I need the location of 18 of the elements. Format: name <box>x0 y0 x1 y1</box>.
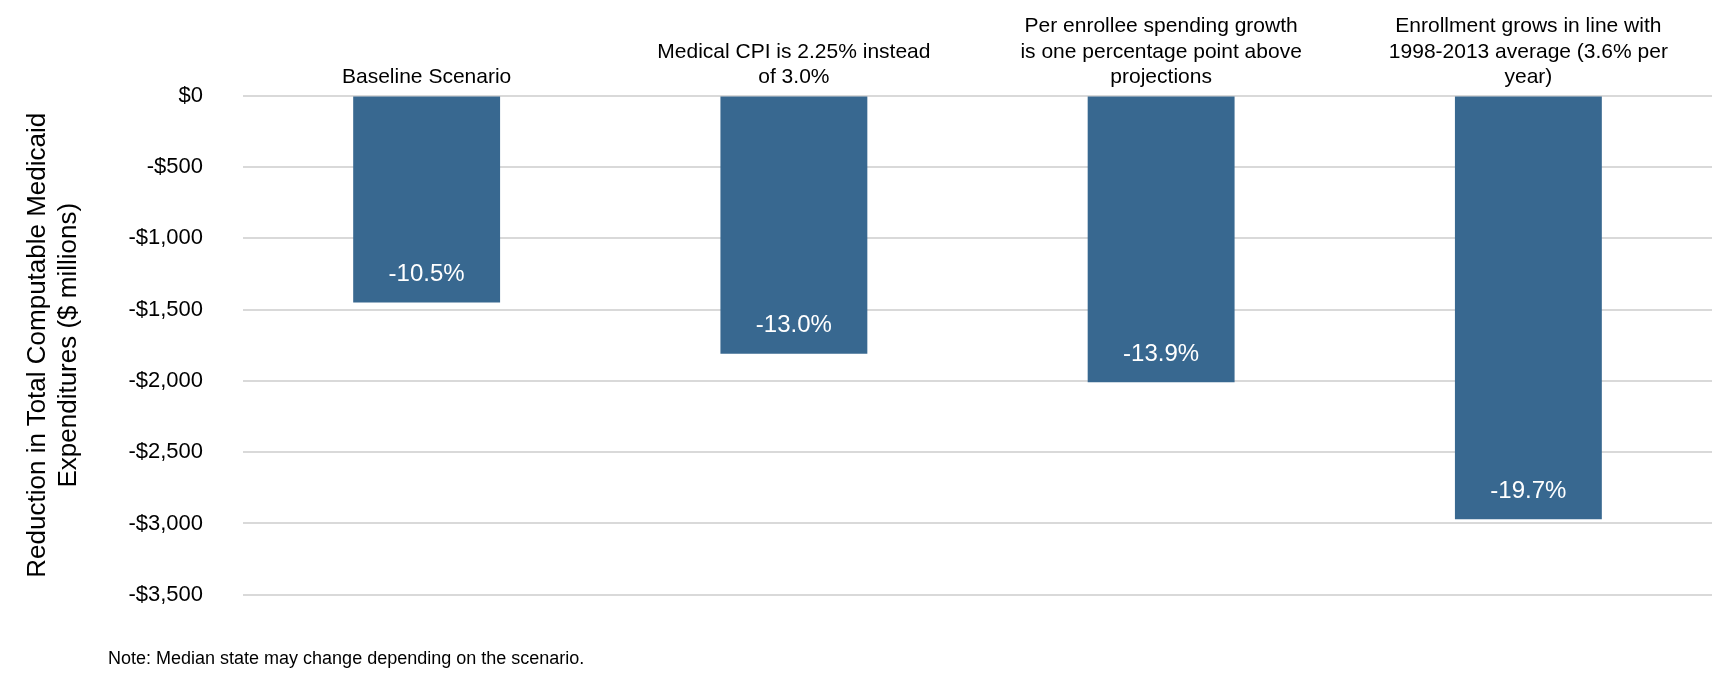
y-tick-label: $0 <box>178 81 204 107</box>
y-tick-label: -$3,000 <box>128 509 204 535</box>
annotation: -10.5% <box>388 259 465 287</box>
text: Note: Median state may change depending on the scenario. <box>108 648 586 669</box>
y-tick-label: -$3,500 <box>128 580 204 606</box>
annotation: -13.0% <box>755 310 832 338</box>
y-tick-label: -$2,500 <box>128 438 204 464</box>
annotation: -13.9% <box>1123 338 1200 366</box>
x-tick-label: Baseline Scenario <box>342 63 512 87</box>
y-tick-label: -$1,500 <box>128 295 204 321</box>
y-tick-label: -$2,000 <box>128 366 204 392</box>
annotation: -19.7% <box>1490 475 1567 503</box>
x-tick-label: Enrollment grows in line with 1998-2013 average (3.6% per year) <box>1388 13 1668 87</box>
y-tick-label: -$1,000 <box>128 224 204 250</box>
x-tick-label: Medical CPI is 2.25% instead of 3.0% <box>657 38 931 87</box>
y-tick-label: -$500 <box>146 152 204 178</box>
y-axis-title: Reduction in Total Computable Medicaid Expenditures ($ millions) <box>20 112 82 578</box>
x-tick-label: Per enrollee spending growth is one percentage point above projections <box>1020 13 1302 87</box>
